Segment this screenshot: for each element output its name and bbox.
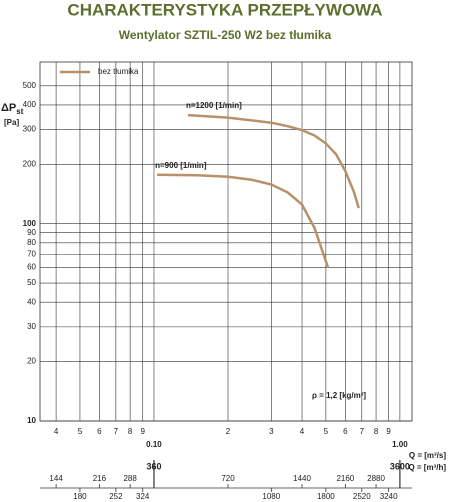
x-tick-label: 1.00 bbox=[392, 440, 408, 449]
x2-tick-label: 252 bbox=[109, 492, 123, 501]
x2-tick-label: 288 bbox=[123, 474, 137, 483]
y-tick-label: 300 bbox=[23, 125, 37, 134]
y-tick-label: 80 bbox=[27, 238, 36, 247]
series-label: n=1200 [1/min] bbox=[186, 101, 242, 110]
x-tick-label: 9 bbox=[140, 427, 145, 436]
x-tick-label: 7 bbox=[114, 427, 119, 436]
x-tick-label: 8 bbox=[374, 427, 379, 436]
y-tick-label: 50 bbox=[27, 278, 36, 287]
y-tick-label: 200 bbox=[23, 159, 37, 168]
x2-tick-label: 360 bbox=[146, 461, 161, 471]
y-tick-label: 70 bbox=[27, 249, 36, 258]
curve bbox=[157, 173, 330, 268]
x2-tick-label: 144 bbox=[49, 474, 63, 483]
y-label-main: ΔP bbox=[1, 102, 16, 114]
x-tick-label: 4 bbox=[300, 427, 305, 436]
legend-label: bez tłumika bbox=[98, 67, 139, 76]
annotation: ρ = 1,2 [kg/m³] bbox=[312, 391, 366, 400]
x2-tick-label: 1080 bbox=[262, 492, 280, 501]
x-tick-label: 7 bbox=[360, 427, 365, 436]
x2-tick-label: 720 bbox=[221, 474, 235, 483]
chart-subtitle: Wentylator SZTIL-250 W2 bez tłumika bbox=[119, 28, 332, 42]
series-label: n=900 [1/min] bbox=[155, 161, 207, 170]
x2-tick-label: 3600 bbox=[390, 461, 410, 471]
x2-tick-label: 3240 bbox=[380, 492, 398, 501]
y-tick-label: 10 bbox=[27, 416, 36, 425]
y-tick-label: 90 bbox=[27, 228, 36, 237]
curve bbox=[187, 113, 360, 209]
x2-axis-label: Q = [m³/h] bbox=[408, 463, 446, 472]
y-tick-label: 60 bbox=[27, 263, 36, 272]
y-tick-label: 40 bbox=[27, 297, 36, 306]
plot-frame bbox=[39, 61, 413, 422]
x-tick-label: 3 bbox=[269, 427, 274, 436]
x-tick-label: 8 bbox=[128, 427, 133, 436]
y-tick-label: 400 bbox=[23, 100, 37, 109]
x-tick-label: 6 bbox=[97, 427, 102, 436]
x-tick-label: 2 bbox=[226, 427, 231, 436]
x-tick-label: 0.10 bbox=[146, 440, 162, 449]
y-tick-label: 100 bbox=[23, 219, 37, 228]
x2-tick-label: 2520 bbox=[353, 492, 371, 501]
x2-tick-label: 216 bbox=[93, 474, 107, 483]
x-axis-label: Q = [m³/s] bbox=[409, 451, 446, 460]
y-label-sub: st bbox=[16, 107, 23, 116]
y-axis-label: ΔPst bbox=[1, 102, 24, 116]
x-tick-label: 5 bbox=[324, 427, 329, 436]
y-tick-label: 20 bbox=[27, 357, 36, 366]
y-axis-unit: [Pa] bbox=[4, 118, 19, 127]
x2-tick-label: 324 bbox=[136, 492, 150, 501]
x-tick-label: 4 bbox=[54, 427, 59, 436]
chart-title: CHARAKTERYSTYKA PRZEPŁYWOWA bbox=[67, 0, 382, 19]
x-tick-label: 5 bbox=[78, 427, 83, 436]
x2-tick-label: 1440 bbox=[293, 474, 311, 483]
x2-tick-label: 2880 bbox=[367, 474, 385, 483]
y-tick-label: 500 bbox=[23, 81, 37, 90]
x-tick-label: 9 bbox=[386, 427, 391, 436]
x-tick-label: 6 bbox=[343, 427, 348, 436]
x2-tick-label: 1800 bbox=[317, 492, 335, 501]
x2-tick-label: 2160 bbox=[336, 474, 354, 483]
x2-tick-label: 180 bbox=[73, 492, 87, 501]
y-tick-label: 30 bbox=[27, 322, 36, 331]
